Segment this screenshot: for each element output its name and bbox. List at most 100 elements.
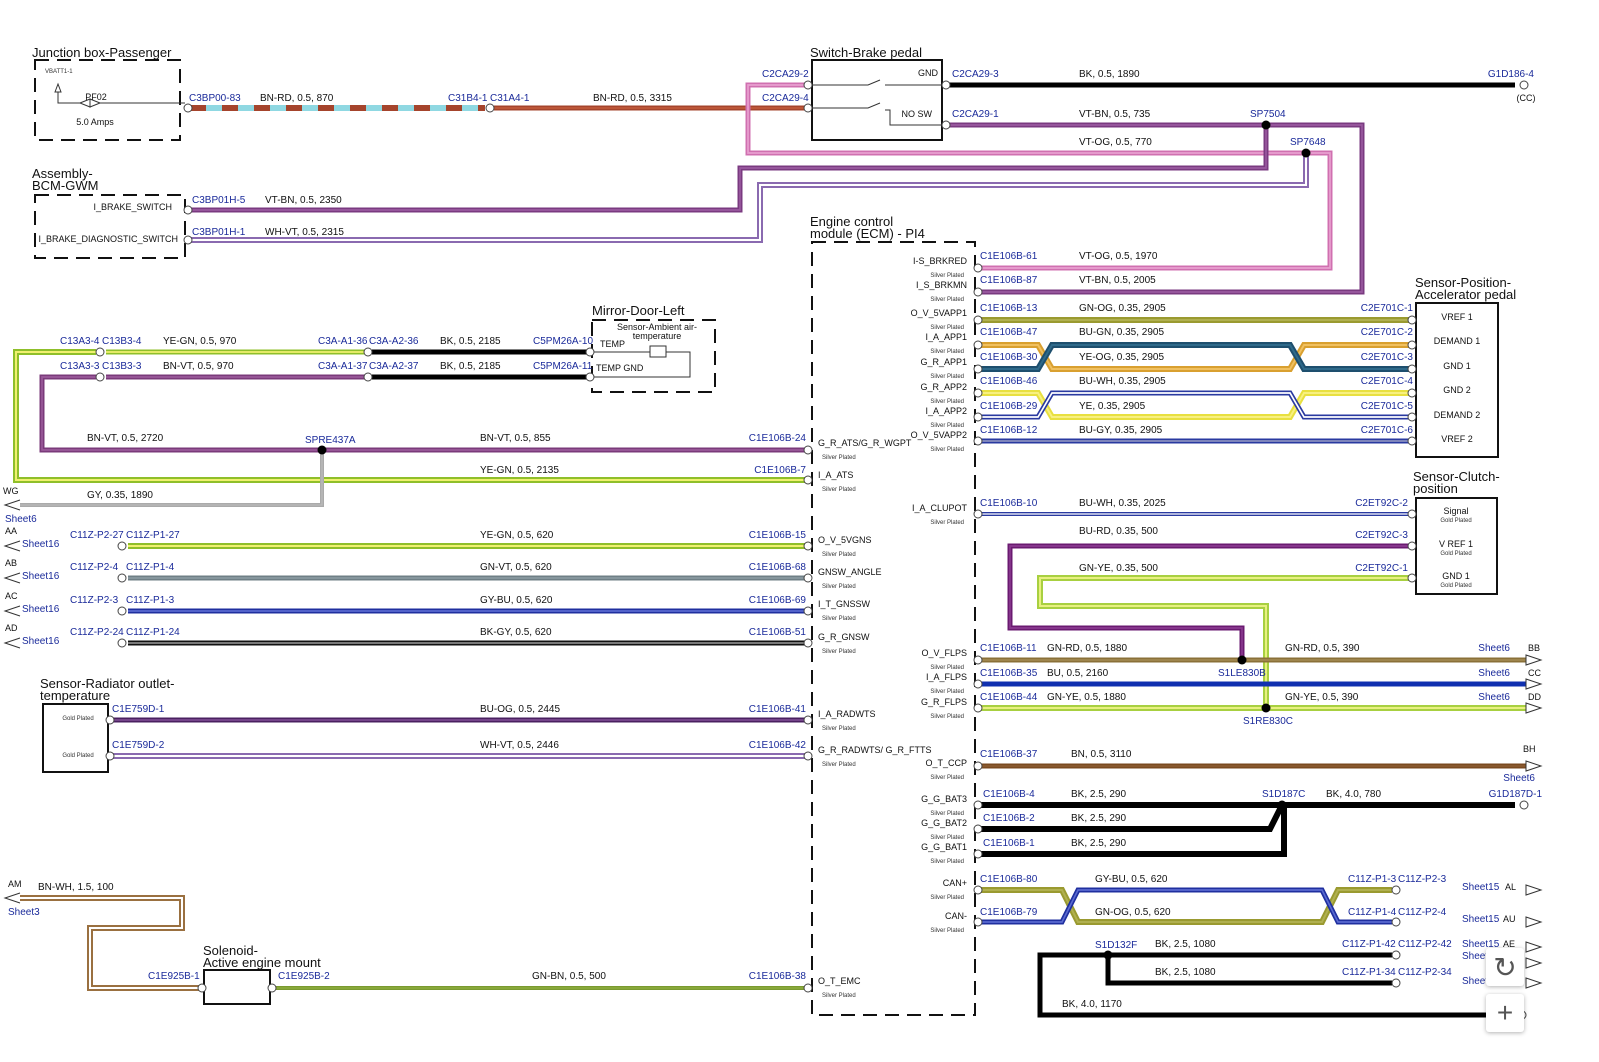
wire-gn-og bbox=[980, 887, 1392, 925]
sheet-reference-link[interactable]: Sheet16 bbox=[22, 571, 60, 582]
connector-label: C1E106B-30 bbox=[980, 352, 1038, 363]
sheet-letter: AE bbox=[1503, 939, 1515, 949]
sheet-reference-link[interactable]: Sheet15 bbox=[1462, 939, 1500, 950]
off-sheet-arrow-right-icon[interactable] bbox=[1525, 957, 1543, 969]
wire-spec-label: VT-BN, 0.5, 735 bbox=[1079, 109, 1151, 120]
wire-gy-bu bbox=[980, 887, 1392, 925]
connector-label: C1E106B-68 bbox=[749, 562, 807, 573]
connector-terminal-icon bbox=[105, 715, 115, 725]
off-sheet-arrow-right-icon[interactable] bbox=[1525, 941, 1543, 953]
sheet-reference-link[interactable]: Sheet3 bbox=[8, 907, 40, 918]
wire-ye-gn bbox=[13, 349, 806, 483]
wire-spec-label: BK, 2.5, 1080 bbox=[1155, 967, 1216, 978]
off-sheet-arrow-left-icon[interactable] bbox=[3, 572, 21, 584]
sheet-reference-link[interactable]: Sheet6 bbox=[1478, 668, 1510, 679]
connector-label: C11Z-P2-42 bbox=[1398, 939, 1452, 950]
sheet-reference-link[interactable]: Sheet6 bbox=[5, 514, 37, 525]
internal-circuit-line bbox=[57, 86, 80, 104]
connector-label: C1E106B-47 bbox=[980, 327, 1038, 338]
component-title: Engine control bbox=[810, 214, 893, 229]
wire-spec-label: VT-BN, 0.5, 2350 bbox=[265, 195, 342, 206]
wire-spec-label: BK, 0.5, 2185 bbox=[440, 361, 501, 372]
connector-terminal-icon bbox=[95, 347, 105, 357]
component-text: GND 1 bbox=[1443, 361, 1471, 371]
sheet-reference-link[interactable]: Sheet16 bbox=[22, 604, 60, 615]
connector-terminal-icon bbox=[941, 120, 951, 130]
sheet-reference-link[interactable]: Sheet15 bbox=[1462, 914, 1500, 925]
connector-terminal-icon bbox=[95, 372, 105, 382]
connector-terminal-icon bbox=[803, 541, 813, 551]
sheet-reference-link[interactable]: Sheet6 bbox=[1478, 692, 1510, 703]
wire-ye bbox=[980, 390, 1412, 420]
wire-spec-label: GN-OG, 0.5, 620 bbox=[1095, 907, 1171, 918]
connector-label: C1E106B-46 bbox=[980, 376, 1038, 387]
connector-label: C11Z-P1-4 bbox=[126, 562, 175, 573]
wire-bk bbox=[1105, 955, 1392, 986]
off-sheet-arrow-right-icon[interactable] bbox=[1525, 760, 1543, 772]
sheet-reference-link[interactable]: Sheet6 bbox=[1478, 643, 1510, 654]
off-sheet-arrow-left-icon[interactable] bbox=[3, 499, 21, 511]
component-text: I_BRAKE_SWITCH bbox=[93, 202, 172, 212]
wire-spec-label: VT-BN, 0.5, 2005 bbox=[1079, 275, 1156, 286]
wire-spec-label: BK, 0.5, 1890 bbox=[1079, 69, 1140, 80]
connector-terminal-icon bbox=[803, 475, 813, 485]
connector-label: C1E106B-13 bbox=[980, 303, 1038, 314]
zoom-in-button[interactable]: + bbox=[1486, 994, 1524, 1032]
off-sheet-arrow-right-icon[interactable] bbox=[1525, 916, 1543, 928]
connector-label: C1E925B-2 bbox=[278, 971, 330, 982]
plating-label: Silver Plated bbox=[822, 487, 856, 493]
connector-label: C2ET92C-1 bbox=[1355, 563, 1408, 574]
connector-label: C2E701C-1 bbox=[1361, 303, 1414, 314]
wire-spec-label: GN-BN, 0.5, 500 bbox=[532, 971, 606, 982]
connector-terminal-icon bbox=[973, 412, 983, 422]
off-sheet-arrow-left-icon[interactable] bbox=[3, 605, 21, 617]
connector-terminal-icon bbox=[803, 638, 813, 648]
wire-spec-label: WH-VT, 0.5, 2315 bbox=[265, 227, 344, 238]
plating-label: Silver Plated bbox=[930, 423, 964, 429]
off-sheet-arrow-left-icon[interactable] bbox=[3, 637, 21, 649]
ecm-pin-label: I-S_BRKRED bbox=[913, 256, 968, 266]
connector-terminal-icon bbox=[1519, 80, 1529, 90]
sheet-reference-link[interactable]: Sheet15 bbox=[1462, 882, 1500, 893]
sheet-reference-link[interactable]: Sheet6 bbox=[1503, 773, 1535, 784]
connector-terminal-icon bbox=[267, 983, 277, 993]
plating-label: Silver Plated bbox=[930, 447, 964, 453]
ecm-pin-label: O_V_5VAPP2 bbox=[911, 430, 967, 440]
connector-label: C3A-A1-36 bbox=[318, 336, 368, 347]
sheet-reference-link[interactable]: Sheet1 bbox=[1462, 951, 1494, 962]
wire-spec-label: BN-WH, 1.5, 100 bbox=[38, 882, 114, 893]
off-sheet-arrow-left-icon[interactable] bbox=[3, 892, 21, 904]
switch-brake-pedal-box bbox=[811, 59, 943, 141]
sheet-reference-link[interactable]: Sheet1 bbox=[1462, 976, 1494, 987]
off-sheet-arrow-right-icon[interactable] bbox=[1525, 977, 1543, 989]
off-sheet-arrow-right-icon[interactable] bbox=[1525, 884, 1543, 896]
off-sheet-arrow-right-icon[interactable] bbox=[1525, 702, 1543, 714]
connector-label: G1D187D-1 bbox=[1489, 789, 1543, 800]
connector-terminal-icon bbox=[1391, 885, 1401, 895]
off-sheet-arrow-right-icon[interactable] bbox=[1525, 654, 1543, 666]
wire-spec-label: GN-YE, 0.5, 1880 bbox=[1047, 692, 1126, 703]
wire-bk bbox=[1037, 952, 1515, 1018]
plating-label: Silver Plated bbox=[930, 859, 964, 865]
connector-label: C13B3-4 bbox=[102, 336, 142, 347]
connector-label: C2E701C-2 bbox=[1361, 327, 1414, 338]
plating-label: Silver Plated bbox=[822, 993, 856, 999]
internal-circuit-line bbox=[812, 102, 881, 109]
off-sheet-arrow-left-icon[interactable] bbox=[3, 540, 21, 552]
sheet-letter: AL bbox=[1505, 882, 1516, 892]
sheet-letter: CC bbox=[1528, 668, 1541, 678]
wire-spec-label: GY, 0.35, 1890 bbox=[87, 490, 153, 501]
ecm-pin-label: I_T_GNSSW bbox=[818, 599, 871, 609]
sheet-reference-link[interactable]: Sheet16 bbox=[22, 539, 60, 550]
wire-spec-label: GN-RD, 0.5, 1880 bbox=[1047, 643, 1127, 654]
component-text: DEMAND 2 bbox=[1434, 410, 1481, 420]
component-title: BCM-GWM bbox=[32, 178, 98, 193]
connector-label: C3BP00-83 bbox=[189, 93, 241, 104]
off-sheet-arrow-right-icon[interactable] bbox=[1525, 678, 1543, 690]
connector-label: C2ET92C-2 bbox=[1355, 498, 1408, 509]
plating-label: Silver Plated bbox=[930, 689, 964, 695]
reset-view-button[interactable]: ↻ bbox=[1486, 948, 1524, 986]
sheet-reference-link[interactable]: Sheet16 bbox=[22, 636, 60, 647]
connector-terminal-icon bbox=[973, 885, 983, 895]
connector-terminal-icon bbox=[363, 347, 373, 357]
